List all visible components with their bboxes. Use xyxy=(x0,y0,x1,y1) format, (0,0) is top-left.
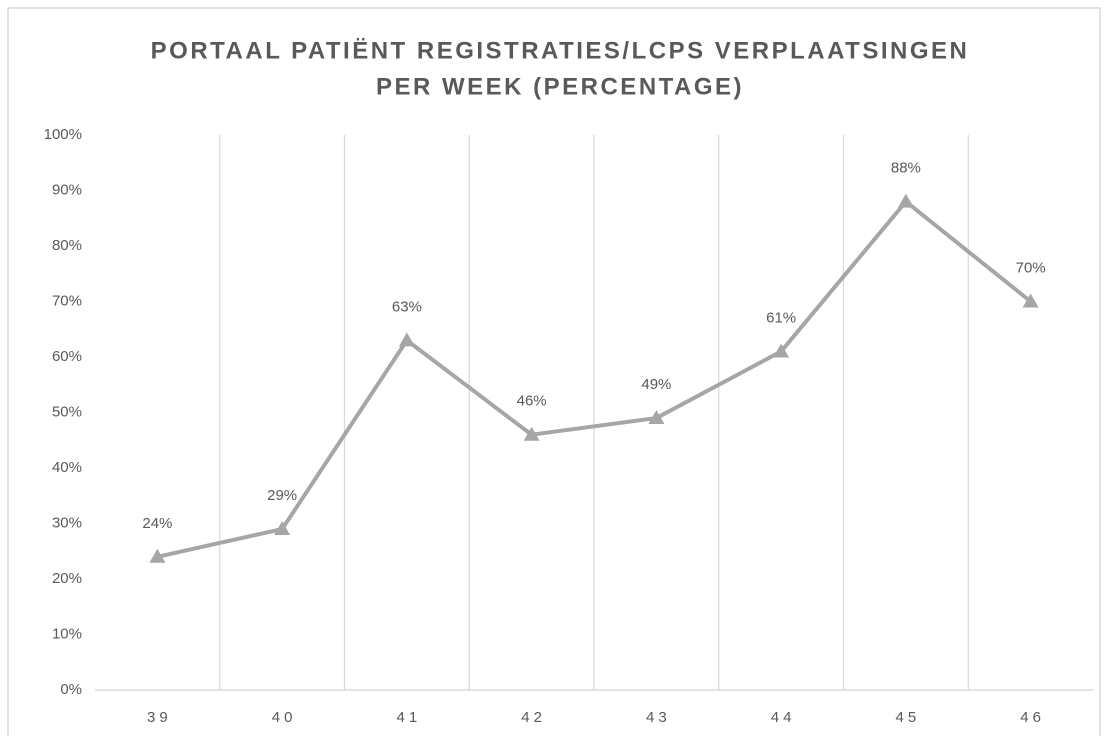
data-label: 46% xyxy=(517,393,547,410)
series-line xyxy=(156,199,1032,559)
chart-title: PORTAAL PATIËNT REGISTRATIES/LCPS VERPLA… xyxy=(151,37,970,64)
point-marker xyxy=(648,410,665,425)
x-tick-label: 45 xyxy=(896,709,921,726)
point-marker xyxy=(274,521,291,536)
y-tick-label: 20% xyxy=(52,570,82,587)
data-label: 29% xyxy=(267,487,297,504)
data-label: 63% xyxy=(392,298,422,315)
data-label: 61% xyxy=(766,309,796,326)
x-tick-label: 43 xyxy=(646,709,671,726)
data-label: 24% xyxy=(142,515,172,532)
point-marker xyxy=(149,548,166,563)
x-tick-label: 39 xyxy=(147,709,172,726)
x-tick-label: 44 xyxy=(771,709,796,726)
data-label: 70% xyxy=(1016,259,1046,276)
x-tick-label: 46 xyxy=(1020,709,1045,726)
y-tick-label: 60% xyxy=(52,348,82,365)
y-tick-label: 100% xyxy=(44,126,82,143)
y-tick-label: 90% xyxy=(52,181,82,198)
data-label: 88% xyxy=(891,160,921,177)
y-tick-label: 50% xyxy=(52,403,82,420)
y-tick-label: 70% xyxy=(52,292,82,309)
y-tick-label: 10% xyxy=(52,625,82,642)
data-label: 49% xyxy=(641,376,671,393)
y-tick-label: 40% xyxy=(52,459,82,476)
point-marker xyxy=(897,193,914,208)
y-tick-label: 0% xyxy=(60,681,82,698)
point-marker xyxy=(1022,293,1039,308)
point-marker xyxy=(773,343,790,358)
x-tick-label: 41 xyxy=(397,709,422,726)
point-marker xyxy=(523,426,540,441)
y-tick-label: 30% xyxy=(52,514,82,531)
x-tick-label: 42 xyxy=(521,709,546,726)
point-marker xyxy=(398,332,415,347)
chart-title: PER WEEK (PERCENTAGE) xyxy=(376,73,744,100)
x-tick-label: 40 xyxy=(272,709,297,726)
y-tick-label: 80% xyxy=(52,237,82,254)
chart-frame xyxy=(7,7,1101,736)
